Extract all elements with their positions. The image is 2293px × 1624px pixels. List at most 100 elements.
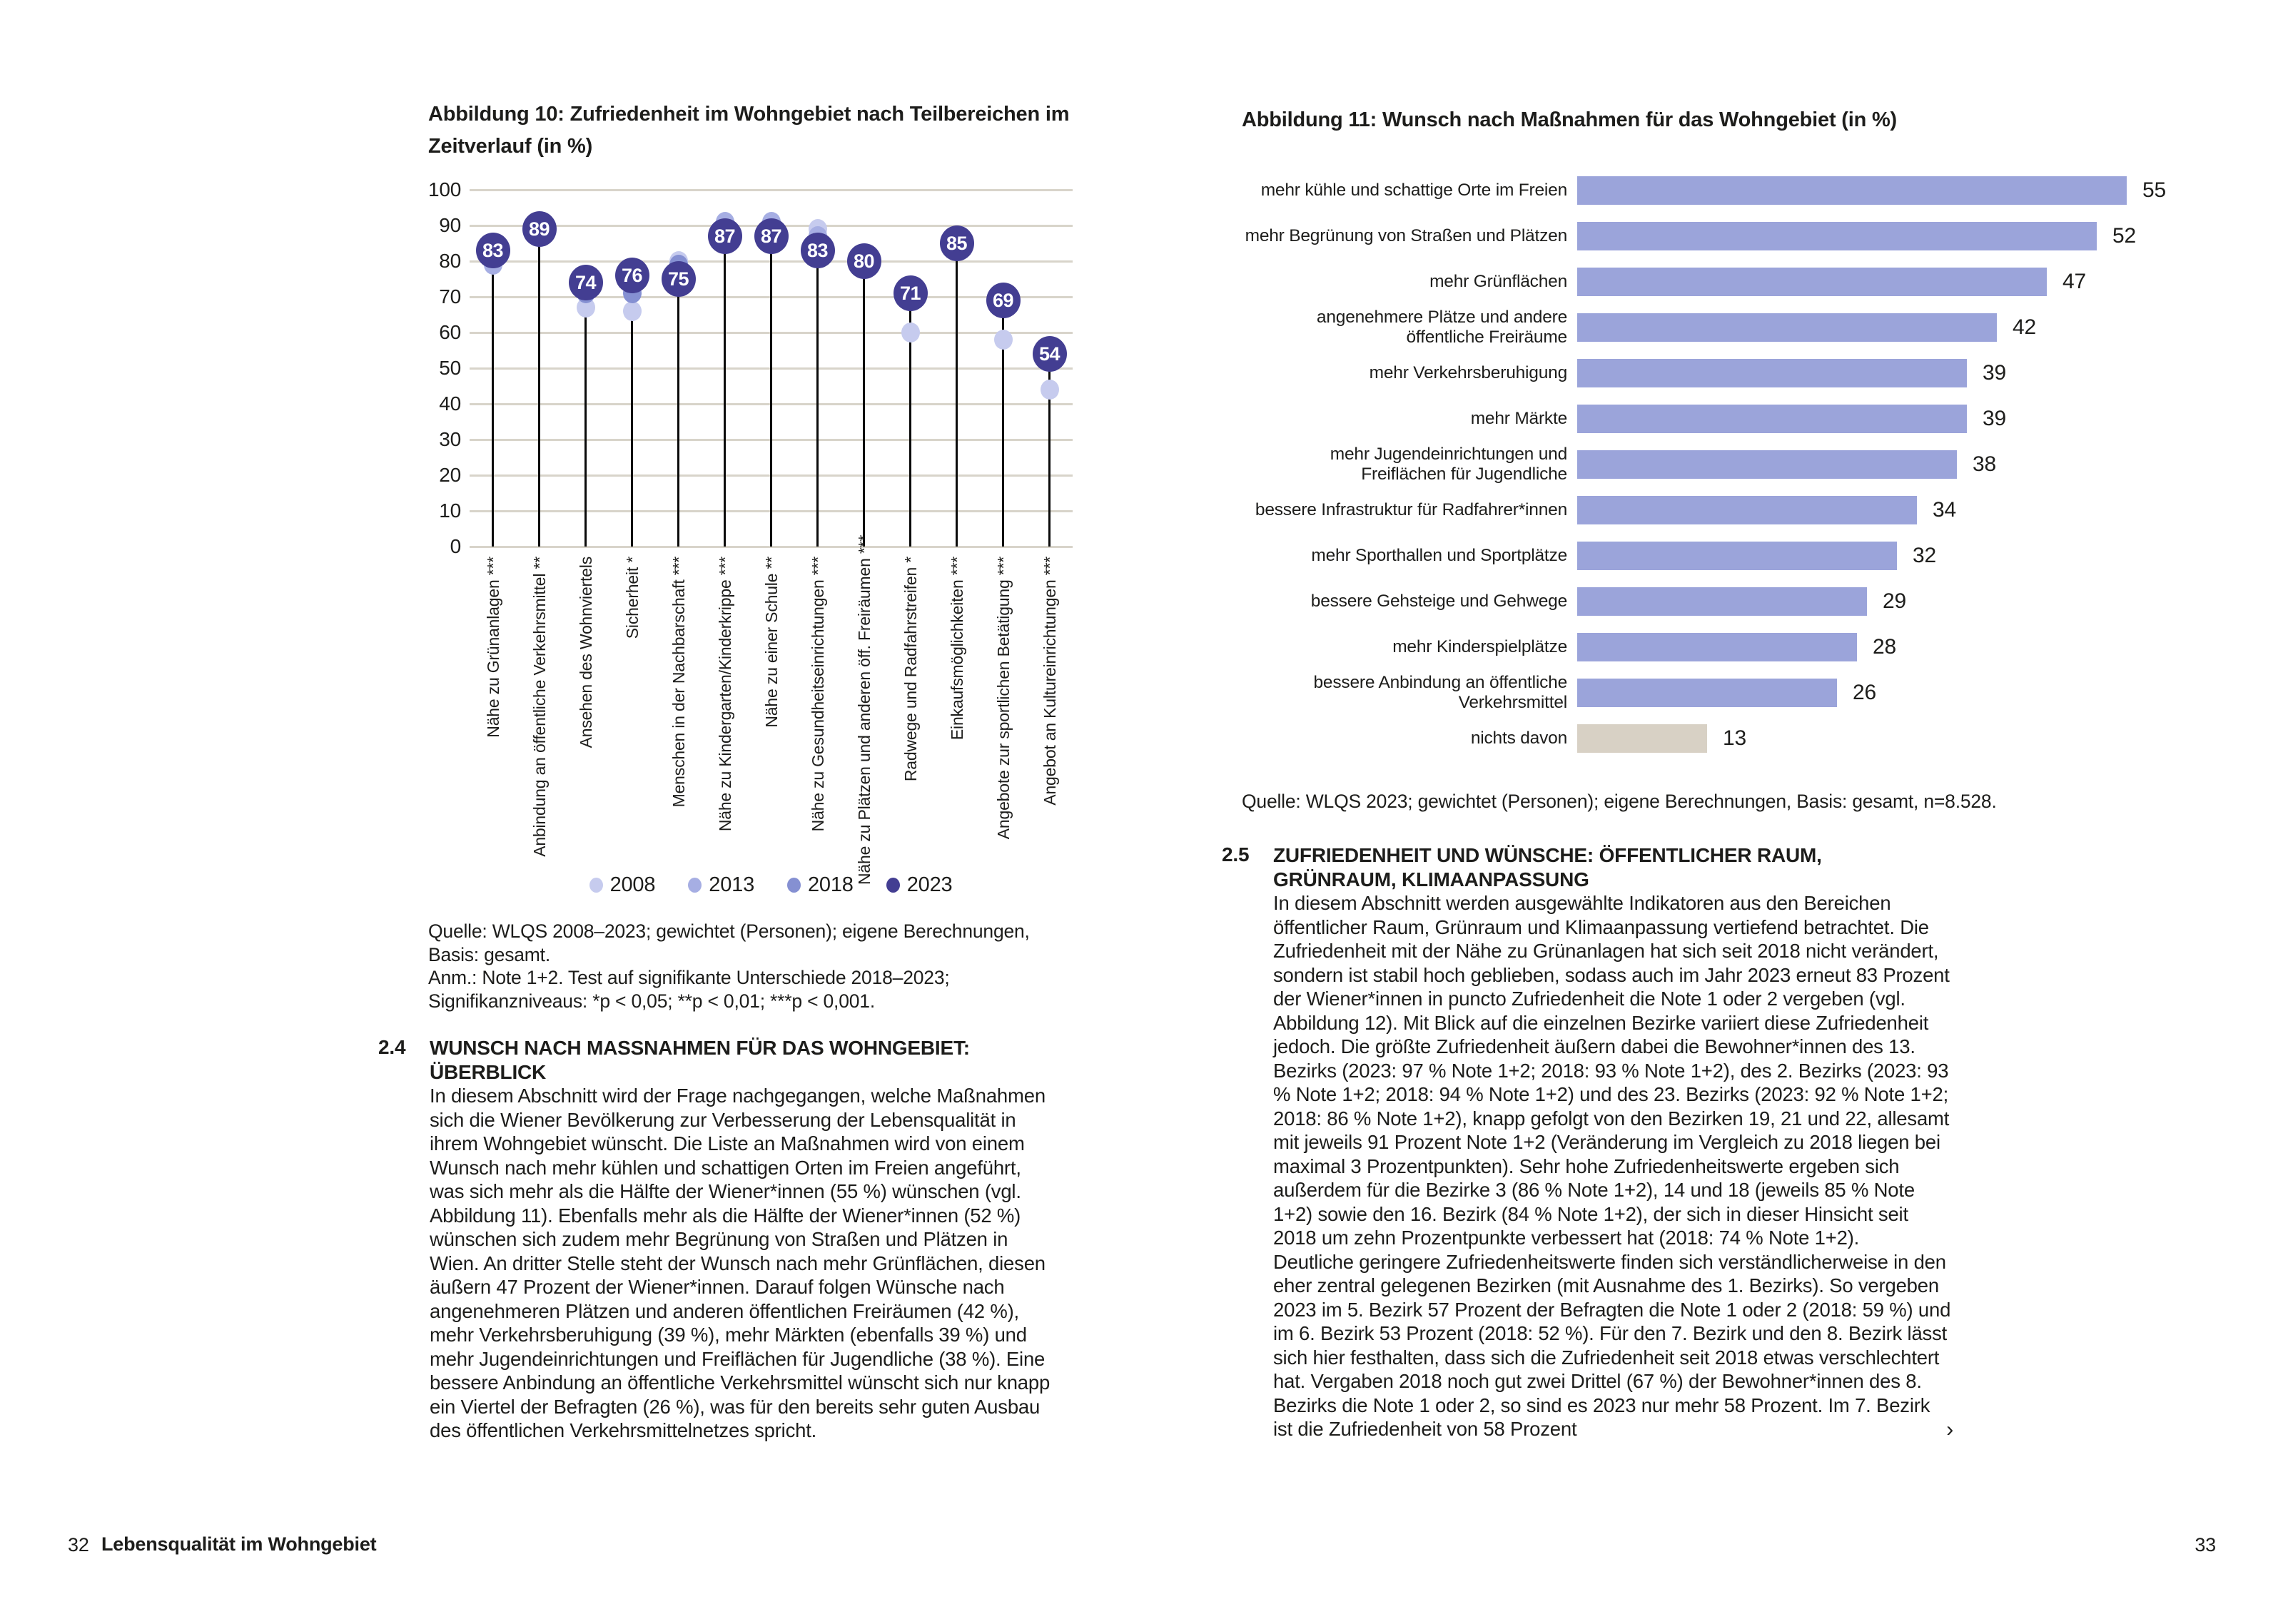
legend-dot-2013 xyxy=(688,878,702,893)
data-point-2023-labeled: 83 xyxy=(800,233,835,268)
y-tick-label-40: 40 xyxy=(439,392,461,415)
legend-dot-2018 xyxy=(787,878,801,893)
lollipop-stem xyxy=(677,279,679,547)
bar xyxy=(1577,176,2127,205)
bar xyxy=(1577,359,1967,387)
lollipop-stem xyxy=(492,250,494,547)
bar-value-label: 26 xyxy=(1853,681,1876,704)
data-point-2008 xyxy=(622,301,642,321)
figure-10-source-anm: Anm.: Note 1+2. Test auf signifikante Un… xyxy=(428,967,950,1012)
lollipop-stem xyxy=(909,293,911,547)
y-tick-label-90: 90 xyxy=(439,214,461,236)
category-axis-label: Nähe zu Plätzen und anderen öff. Freiräu… xyxy=(854,534,874,885)
bar-zone: 39 xyxy=(1577,359,2177,387)
bar-category-label: bessere Infrastruktur für Radfahrer*inne… xyxy=(1255,500,1567,519)
bar-row: mehr Verkehrsberuhigung 39 xyxy=(1242,350,2177,396)
section-2-5-number: 2.5 xyxy=(1222,843,1250,866)
bar-zone: 28 xyxy=(1577,633,2177,661)
bar xyxy=(1577,542,1897,570)
footer-running-title: Lebensqualität im Wohngebiet xyxy=(101,1533,377,1555)
data-point-2023-labeled: 87 xyxy=(754,218,789,254)
bar-value-label: 55 xyxy=(2142,178,2166,202)
bar-row: nichts davon 13 xyxy=(1242,716,2177,761)
gridline-100 xyxy=(470,189,1073,191)
lollipop-stem xyxy=(724,236,726,547)
page-number-right: 33 xyxy=(2195,1534,2216,1556)
y-tick-label-20: 20 xyxy=(439,464,461,486)
figure-10-title-line2: Zeitverlauf (in %) xyxy=(428,135,593,158)
figure-10-plot-wrap: 0 10 20 30 40 50 60 70 80 90 100 83 Nähe zu Grünanl… xyxy=(428,178,1113,885)
lollipop-stem xyxy=(1048,354,1051,547)
bar-category-label: mehr kühle und schattige Orte im Freien xyxy=(1260,181,1568,200)
figure-10-title-line1: Abbildung 10: Zufriedenheit im Wohngebie… xyxy=(428,103,1070,126)
section-2-5-content: ZUFRIEDENHEIT UND WÜNSCHE: ÖFFENTLICHER … xyxy=(1273,843,1953,1442)
data-point-2008 xyxy=(901,323,920,342)
bar-category-label: bessere Anbindung an öffentliche Verkehr… xyxy=(1313,673,1568,712)
bar-value-label: 38 xyxy=(1973,452,1996,476)
bar-row: mehr Sporthallen und Sportplätze 32 xyxy=(1242,533,2177,579)
section-2-4-number: 2.4 xyxy=(378,1036,406,1058)
bar-row: mehr Kinderspielplätze 28 xyxy=(1242,624,2177,670)
category-axis-label: Ansehen des Wohnviertels xyxy=(576,557,595,748)
bar-value-label: 28 xyxy=(1873,635,1896,659)
bar-category-label: nichts davon xyxy=(1470,729,1567,748)
lollipop-stem xyxy=(770,236,772,547)
data-point-2023-labeled: 74 xyxy=(568,265,603,300)
legend-dot-2023 xyxy=(886,878,900,893)
figure-10: Abbildung 10: Zufriedenheit im Wohngebie… xyxy=(428,98,1113,1013)
section-2-5: 2.5 ZUFRIEDENHEIT UND WÜNSCHE: ÖFFENTLIC… xyxy=(1222,843,1953,1442)
figure-10-legend: 2008 2013 2018 2023 xyxy=(428,873,1113,897)
figure-10-y-axis: 0 10 20 30 40 50 60 70 80 90 100 xyxy=(428,178,470,557)
page-number-left: 32 xyxy=(68,1534,89,1556)
y-tick-label-100: 100 xyxy=(428,178,462,201)
data-point-2008 xyxy=(993,330,1013,350)
bar-row: bessere Infrastruktur für Radfahrer*inne… xyxy=(1242,487,2177,533)
data-point-2023-labeled: 69 xyxy=(986,283,1021,318)
figure-10-plot-area: 83 Nähe zu Grünanlagen *** 89 Anbindung an … xyxy=(470,189,1073,885)
section-2-5-body-paragraph-1: In diesem Abschnitt werden ausgewählte I… xyxy=(1273,892,1950,1249)
gridline-0 xyxy=(470,546,1073,548)
bar-category-label: mehr Märkte xyxy=(1470,409,1568,428)
legend-dot-2008 xyxy=(589,878,603,893)
category-axis-label: Anbindung an öffentliche Verkehrsmittel … xyxy=(530,557,549,857)
figure-10-title: Abbildung 10: Zufriedenheit im Wohngebie… xyxy=(428,98,1113,163)
bar-category-label: mehr Verkehrsberuhigung xyxy=(1369,363,1568,382)
category-axis-label: Angebot an Kultureinrichtungen *** xyxy=(1040,557,1059,806)
bar-row: bessere Gehsteige und Gehwege 29 xyxy=(1242,579,2177,624)
bar-value-label: 52 xyxy=(2112,224,2136,248)
legend-item-2013: 2013 xyxy=(688,873,754,897)
lollipop-stem xyxy=(816,250,819,547)
bar-category-label: mehr Begrünung von Straßen und Plätzen xyxy=(1245,226,1568,245)
section-2-5-heading-line2: GRÜNRAUM, KLIMAANPASSUNG xyxy=(1273,868,1589,890)
figure-11: Abbildung 11: Wunsch nach Maßnahmen für … xyxy=(1242,104,2177,813)
data-point-2023-labeled: 75 xyxy=(661,261,696,297)
y-tick-label-30: 30 xyxy=(439,428,461,450)
bar-row: mehr Märkte 39 xyxy=(1242,396,2177,442)
figure-10-source: Quelle: WLQS 2008–2023; gewichtet (Perso… xyxy=(428,920,1074,1013)
data-point-2008 xyxy=(1040,380,1059,400)
bar xyxy=(1577,405,1967,433)
y-tick-label-70: 70 xyxy=(439,285,461,308)
bar-value-label: 32 xyxy=(1913,544,1936,567)
data-point-2023-labeled: 83 xyxy=(475,233,510,268)
section-2-4-heading: WUNSCH NACH MASSNAHMEN FÜR DAS WOHNGEBIE… xyxy=(430,1037,970,1083)
data-point-2023-labeled: 71 xyxy=(893,275,928,311)
data-point-2023-labeled: 80 xyxy=(846,243,881,279)
figure-11-title: Abbildung 11: Wunsch nach Maßnahmen für … xyxy=(1242,108,1897,131)
data-point-2023-labeled: 76 xyxy=(614,258,649,293)
category-axis-label: Sicherheit * xyxy=(622,557,642,639)
figure-11-bars: mehr kühle und schattige Orte im Freien 5… xyxy=(1242,168,2177,761)
bar-row: mehr Grünflächen 47 xyxy=(1242,259,2177,305)
legend-year-label: 2018 xyxy=(808,873,854,896)
bar-value-label: 29 xyxy=(1883,589,1906,613)
bar xyxy=(1577,496,1917,524)
bar xyxy=(1577,313,1997,342)
bar-zone: 32 xyxy=(1577,542,2177,570)
data-point-2023-labeled: 89 xyxy=(522,211,557,247)
bar xyxy=(1577,222,2097,250)
y-tick-label-80: 80 xyxy=(439,250,461,272)
legend-item-2023: 2023 xyxy=(886,873,953,897)
bar-value-label: 39 xyxy=(1983,361,2006,385)
bar-value-label: 42 xyxy=(2013,315,2036,339)
